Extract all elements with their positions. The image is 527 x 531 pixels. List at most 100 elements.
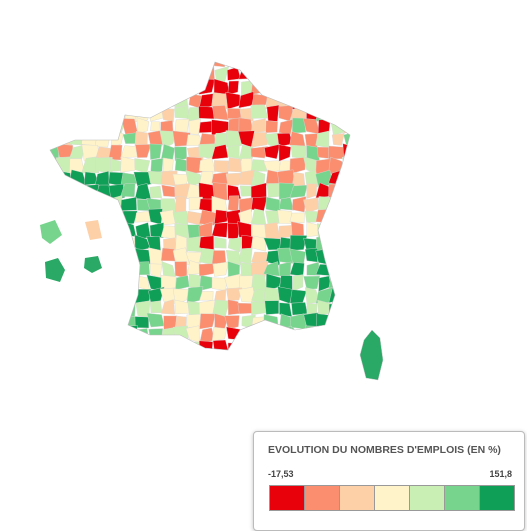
- region: [278, 144, 292, 162]
- island: [84, 256, 102, 273]
- region: [134, 261, 150, 276]
- region: [238, 208, 252, 226]
- region: [289, 78, 307, 96]
- region: [250, 118, 266, 134]
- region: [225, 130, 243, 148]
- region: [68, 80, 86, 93]
- region: [57, 340, 74, 350]
- region: [198, 62, 213, 66]
- region: [69, 314, 87, 327]
- region: [343, 209, 350, 222]
- region: [238, 117, 254, 133]
- region: [239, 325, 255, 343]
- region: [161, 299, 176, 315]
- region: [292, 274, 304, 292]
- region: [227, 145, 240, 159]
- region: [83, 94, 99, 109]
- region: [95, 326, 113, 344]
- region: [174, 339, 189, 350]
- region: [303, 197, 319, 214]
- region: [328, 238, 345, 253]
- region: [56, 184, 72, 199]
- region: [328, 325, 346, 342]
- region: [57, 288, 74, 304]
- region: [159, 130, 177, 149]
- region: [211, 222, 228, 238]
- region: [120, 79, 137, 97]
- region: [68, 92, 87, 107]
- region: [227, 80, 239, 96]
- region: [211, 195, 228, 213]
- region: [263, 339, 280, 350]
- legend-max: 151,8: [489, 469, 512, 479]
- region: [50, 288, 59, 305]
- region: [82, 62, 98, 68]
- region: [108, 301, 124, 315]
- region: [120, 156, 139, 173]
- region: [69, 120, 84, 136]
- region: [149, 300, 163, 313]
- region: [136, 117, 150, 135]
- region: [94, 130, 111, 148]
- region: [44, 353, 60, 370]
- region: [200, 352, 215, 367]
- region: [278, 197, 295, 211]
- region: [238, 144, 254, 161]
- region: [94, 106, 109, 121]
- region: [240, 338, 255, 350]
- region: [56, 211, 72, 223]
- region: [81, 288, 99, 303]
- region: [239, 352, 253, 366]
- region: [289, 338, 307, 350]
- region: [84, 329, 100, 344]
- region: [69, 250, 86, 266]
- region: [69, 327, 87, 341]
- region: [185, 325, 200, 343]
- region: [174, 118, 190, 133]
- region: [107, 289, 124, 305]
- region: [250, 66, 267, 84]
- region: [250, 104, 269, 119]
- region: [227, 157, 242, 173]
- region: [120, 261, 139, 279]
- region: [50, 327, 61, 343]
- region: [85, 78, 96, 94]
- region: [56, 312, 71, 330]
- region: [69, 234, 84, 252]
- region: [250, 132, 268, 148]
- region: [108, 262, 126, 278]
- region: [134, 210, 151, 223]
- region: [304, 62, 321, 70]
- region: [264, 62, 280, 69]
- region: [198, 263, 217, 277]
- region: [120, 287, 138, 304]
- region: [227, 66, 241, 81]
- region: [252, 353, 266, 367]
- region: [227, 237, 243, 253]
- region: [213, 132, 229, 148]
- legend-title: EVOLUTION DU NOMBRES D'EMPLOIS (EN %): [268, 444, 501, 456]
- region: [50, 81, 59, 95]
- region: [69, 185, 85, 199]
- region: [345, 184, 350, 201]
- region: [331, 133, 345, 146]
- region: [211, 277, 228, 291]
- region: [81, 67, 97, 83]
- region: [120, 196, 137, 211]
- region: [276, 62, 295, 71]
- color-swatch: [270, 486, 305, 510]
- region: [265, 327, 282, 344]
- region: [94, 119, 111, 135]
- region: [291, 95, 308, 110]
- region: [341, 156, 350, 175]
- region: [50, 338, 58, 350]
- region: [108, 328, 124, 342]
- region: [213, 62, 226, 68]
- region: [251, 339, 269, 350]
- region: [68, 65, 84, 83]
- region: [161, 108, 175, 123]
- region: [278, 78, 294, 96]
- region: [225, 62, 242, 67]
- region: [212, 354, 229, 365]
- region: [57, 301, 72, 316]
